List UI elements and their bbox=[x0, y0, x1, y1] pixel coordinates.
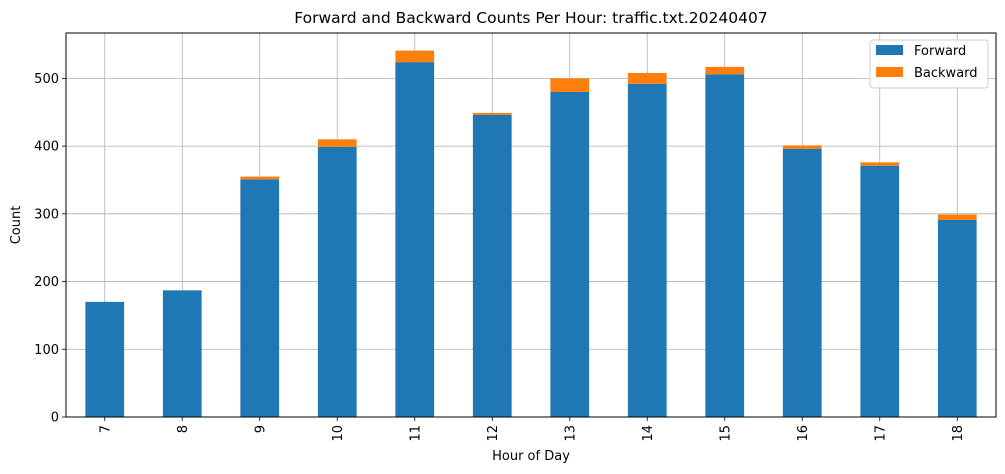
bar-backward-9 bbox=[240, 176, 280, 180]
x-tick-label: 10 bbox=[331, 425, 346, 442]
x-axis-label: Hour of Day bbox=[492, 449, 570, 464]
x-tick-label: 7 bbox=[98, 425, 113, 433]
legend-label-forward: Forward bbox=[914, 44, 966, 59]
bars bbox=[85, 50, 977, 418]
x-axis: 7 8 9 10 11 12 13 14 15 16 17 18 bbox=[98, 417, 966, 442]
bar-forward-14 bbox=[627, 83, 667, 418]
x-tick-label: 11 bbox=[408, 425, 423, 442]
y-tick-label: 100 bbox=[34, 343, 59, 358]
bar-forward-12 bbox=[472, 114, 512, 418]
chart-title: Forward and Backward Counts Per Hour: tr… bbox=[294, 9, 767, 27]
x-tick-label: 17 bbox=[873, 425, 888, 442]
x-tick-label: 12 bbox=[486, 425, 501, 442]
legend-swatch-forward bbox=[876, 45, 903, 55]
y-tick-label: 200 bbox=[34, 275, 59, 290]
y-axis: 0 100 200 300 400 500 bbox=[34, 72, 66, 426]
bar-forward-18 bbox=[937, 219, 977, 417]
legend-swatch-backward bbox=[876, 67, 903, 77]
bar-forward-7 bbox=[85, 301, 125, 417]
bar-forward-11 bbox=[395, 62, 435, 417]
bar-forward-10 bbox=[317, 146, 357, 417]
y-axis-label: Count bbox=[9, 206, 24, 245]
x-tick-label: 14 bbox=[641, 425, 656, 442]
bar-backward-17 bbox=[860, 162, 900, 166]
legend: Forward Backward bbox=[869, 39, 989, 89]
x-tick-label: 16 bbox=[796, 425, 811, 442]
x-tick-label: 18 bbox=[951, 425, 966, 442]
plot-frame bbox=[65, 32, 997, 418]
x-tick-label: 13 bbox=[563, 425, 578, 442]
bar-forward-15 bbox=[705, 74, 745, 418]
legend-label-backward: Backward bbox=[914, 66, 978, 81]
bar-forward-16 bbox=[782, 148, 822, 418]
bar-backward-16 bbox=[782, 145, 822, 149]
y-tick-label: 400 bbox=[34, 140, 59, 155]
bar-backward-15 bbox=[705, 66, 745, 75]
bar-forward-9 bbox=[240, 179, 280, 417]
bar-forward-8 bbox=[162, 290, 202, 417]
x-tick-label: 8 bbox=[176, 425, 191, 433]
bar-backward-12 bbox=[472, 112, 512, 115]
bar-forward-13 bbox=[550, 91, 590, 418]
bar-backward-11 bbox=[395, 50, 435, 63]
x-tick-label: 9 bbox=[253, 425, 268, 433]
bar-backward-10 bbox=[317, 139, 357, 147]
y-tick-label: 0 bbox=[51, 411, 59, 426]
y-tick-label: 500 bbox=[34, 72, 59, 87]
bar-backward-14 bbox=[627, 72, 667, 84]
bar-backward-18 bbox=[937, 214, 977, 220]
y-tick-label: 300 bbox=[34, 207, 59, 222]
x-tick-label: 15 bbox=[718, 425, 733, 442]
bar-backward-13 bbox=[550, 78, 590, 92]
bar-forward-17 bbox=[860, 165, 900, 417]
